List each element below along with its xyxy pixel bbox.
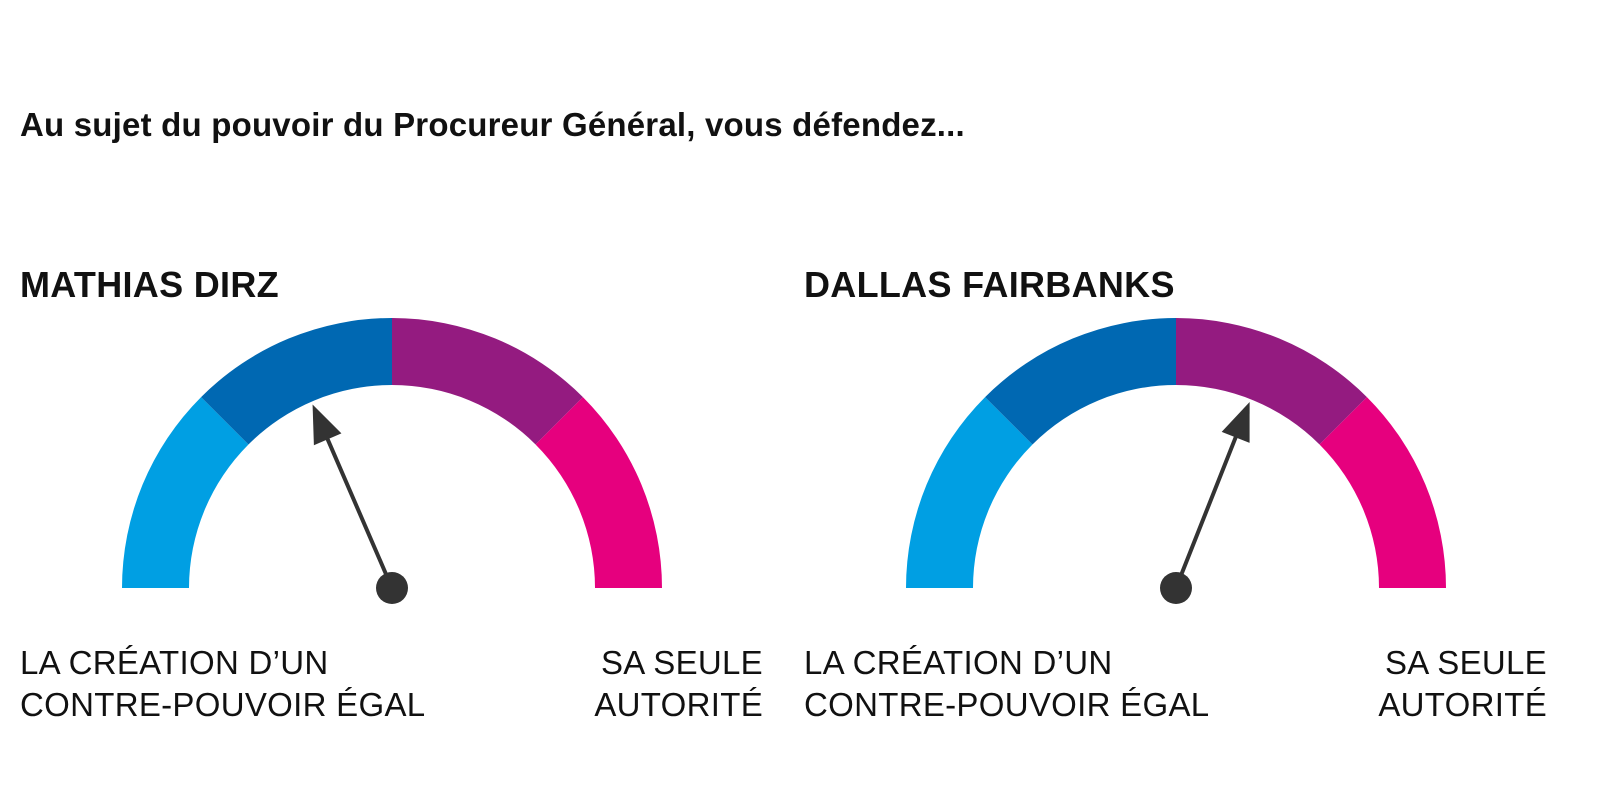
- gauge-segment-3: [1176, 318, 1367, 445]
- gauge-label-left-line-1: LA CRÉATION D’UN: [804, 644, 1113, 681]
- gauge-segment-3: [392, 318, 583, 445]
- gauge-label-right-line-1: SA SEULE: [1385, 644, 1547, 681]
- gauge-segment-4: [535, 397, 662, 588]
- gauge-label-left: LA CRÉATION D’UN CONTRE-POUVOIR ÉGAL: [20, 642, 425, 726]
- gauge-segment-2: [201, 318, 392, 445]
- gauge-label-left: LA CRÉATION D’UN CONTRE-POUVOIR ÉGAL: [804, 642, 1209, 726]
- gauge-chart: [906, 318, 1446, 604]
- gauge-label-right: SA SEULE AUTORITÉ: [1378, 642, 1547, 726]
- gauge-label-right: SA SEULE AUTORITÉ: [594, 642, 763, 726]
- gauge-label-right-line-2: AUTORITÉ: [1378, 686, 1547, 723]
- gauge-label-left-line-2: CONTRE-POUVOIR ÉGAL: [804, 686, 1210, 723]
- gauge-title: MATHIAS DIRZ: [20, 264, 279, 305]
- gauge-dallas-fairbanks: DALLAS FAIRBANKS LA CRÉATION D’UN CONTRE…: [784, 0, 1564, 800]
- gauge-label-right-line-2: AUTORITÉ: [594, 686, 763, 723]
- gauge-label-left-line-2: CONTRE-POUVOIR ÉGAL: [20, 686, 426, 723]
- gauge-label-right-line-1: SA SEULE: [601, 644, 763, 681]
- gauge-mathias-dirz: MATHIAS DIRZ LA CRÉATION D’UN CONTRE-POU…: [0, 0, 780, 800]
- gauge-segment-2: [985, 318, 1176, 445]
- gauge-needle-hub: [1160, 572, 1192, 604]
- gauge-label-left-line-1: LA CRÉATION D’UN: [20, 644, 329, 681]
- gauge-segment-1: [122, 397, 249, 588]
- gauge-title: DALLAS FAIRBANKS: [804, 264, 1175, 305]
- gauge-needle-hub: [376, 572, 408, 604]
- gauge-needle-head: [312, 404, 342, 446]
- gauge-segment-4: [1319, 397, 1446, 588]
- gauge-needle: [322, 429, 394, 590]
- gauge-needle-head: [1221, 402, 1250, 443]
- gauge-segment-1: [906, 397, 1033, 588]
- question-title: Au sujet du pouvoir du Procureur Général…: [20, 106, 965, 143]
- gauge-needle: [1174, 427, 1241, 590]
- gauge-chart: [122, 318, 662, 604]
